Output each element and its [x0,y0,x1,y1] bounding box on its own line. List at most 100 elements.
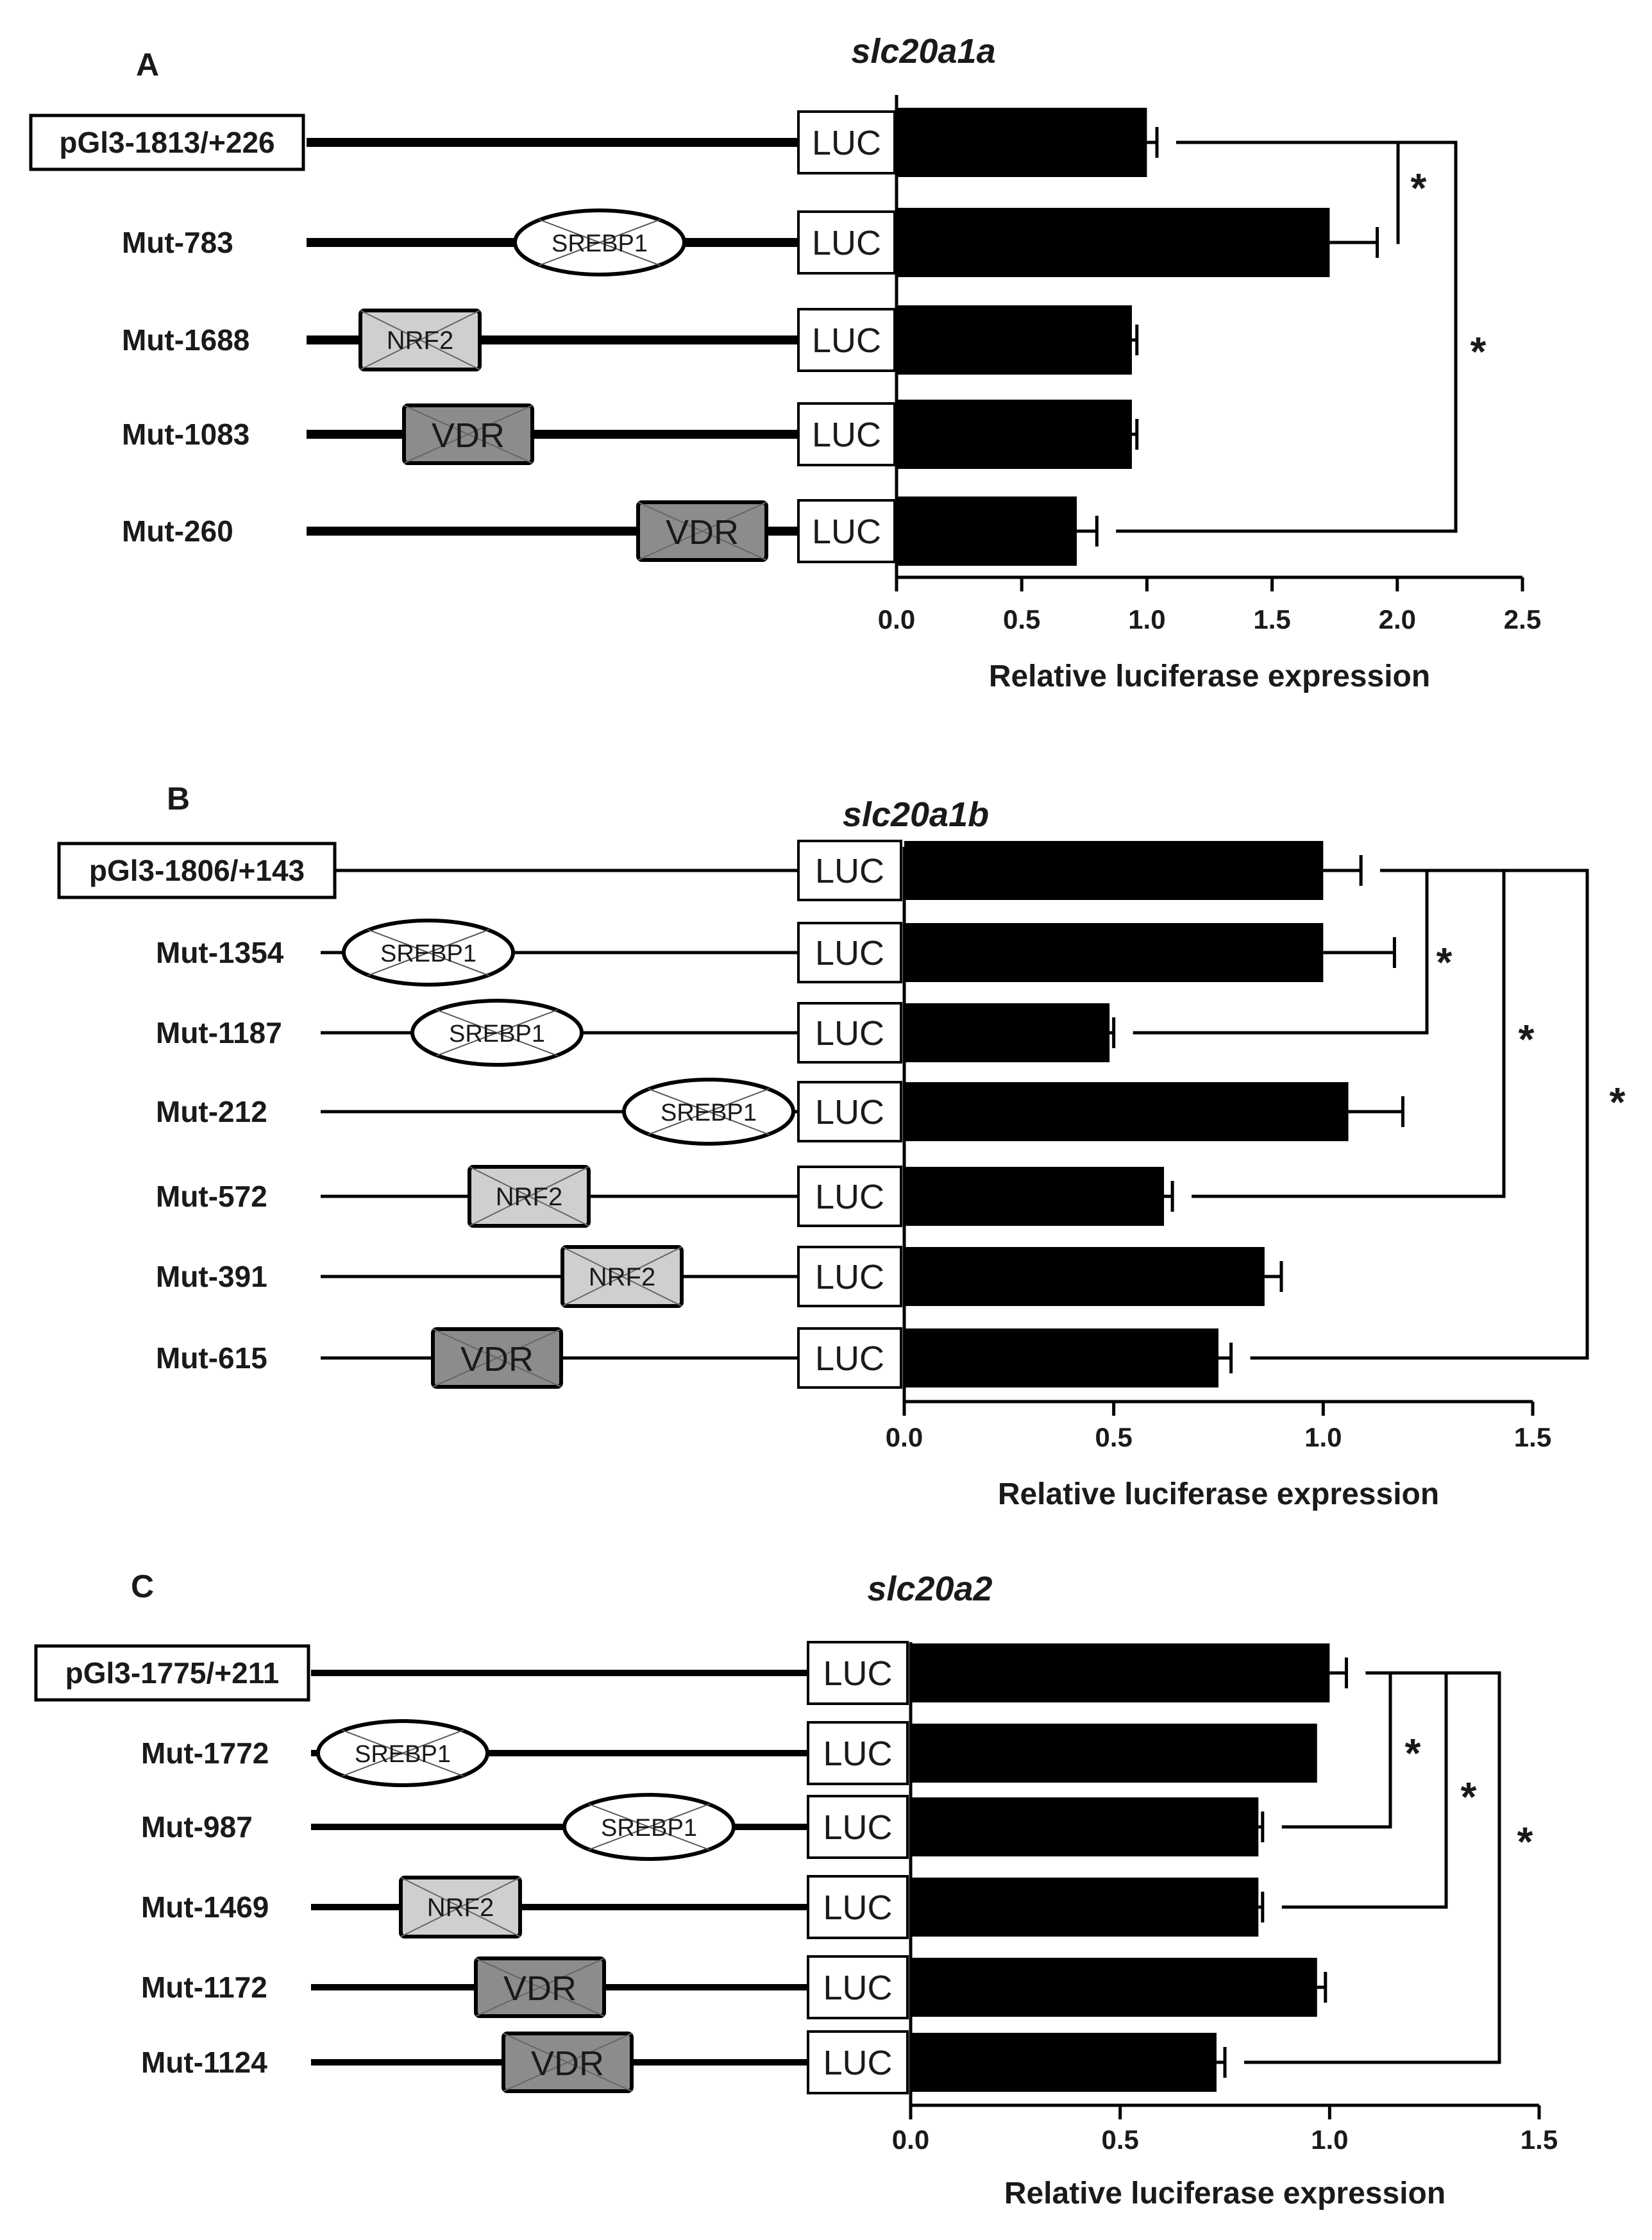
motif-label: NRF2 [387,327,453,355]
significance-star: * [1471,328,1487,375]
luc-box [807,1795,909,1859]
motif-label: SREBP1 [601,1815,697,1842]
x-tick-label: 0.0 [892,2125,929,2155]
luc-label: LUC [815,934,884,972]
significance-bracket: * [1250,869,1626,1360]
mutation-cross [360,310,480,370]
motif-label: NRF2 [589,1263,655,1291]
bracket-line [1116,140,1458,533]
mutation-cross [475,1958,605,2017]
motif-nrf2: NRF2 [468,1165,591,1228]
luc-label: LUC [812,513,881,551]
x-tick-label: 0.5 [1101,2125,1138,2155]
construct-row: Mut-1354 SREBP1 LUC [156,919,1396,987]
luc-box [797,1081,902,1142]
luc-label: LUC [815,852,884,890]
construct-label: Mut-1354 [156,936,284,969]
x-tick-label: 1.5 [1514,1422,1551,1452]
significance-bracket: * [1244,1671,1533,2064]
bar [911,1958,1317,2017]
motif-label: SREBP1 [380,940,476,967]
bar [911,1797,1259,1856]
mutation-cross [341,1729,464,1777]
luc-label: LUC [815,1339,884,1378]
construct-row: Mut-1469 NRF2 LUC [141,1875,1265,1939]
motif-vdr: VDR [402,403,534,465]
bar [897,108,1147,177]
motif-srebp1: SREBP1 [342,919,515,987]
motif-label: VDR [531,2044,604,2083]
luc-label: LUC [812,224,881,262]
motif-label: VDR [432,416,505,455]
x-tick-label: 1.5 [1521,2125,1558,2155]
luc-label: LUC [815,1178,884,1216]
luc-label: LUC [823,1808,892,1847]
construct-row: Mut-615 VDR LUC [156,1327,1233,1389]
construct-row: Mut-1083 VDR LUC [122,400,1139,469]
motif-vdr: VDR [636,500,768,562]
motif-label: SREBP1 [449,1021,545,1048]
motif-label: SREBP1 [661,1099,757,1126]
significance-bracket: * [1281,1671,1477,1909]
mutation-cross [647,1088,770,1135]
motif-label: NRF2 [427,1894,494,1922]
construct-row: Mut-1124 VDR LUC [141,2030,1227,2094]
bracket-line [1281,1671,1448,1909]
mutation-cross [562,1246,682,1307]
motif-label: NRF2 [496,1183,562,1211]
motif-label: SREBP1 [355,1741,451,1768]
wildtype-label-box [57,842,337,899]
panel-letter: A [136,47,159,83]
bar [904,1082,1349,1141]
construct-row: Mut-987 SREBP1 LUC [141,1793,1265,1861]
motif-label: VDR [503,1969,577,2008]
luc-box [807,1721,909,1785]
luc-label: LUC [815,1258,884,1296]
motif-srebp1: SREBP1 [316,1719,489,1787]
wildtype-label-box [34,1644,310,1702]
mutation-cross [435,1009,559,1056]
x-tick-label: 0.0 [886,1422,923,1452]
construct-row: Mut-1688 NRF2 LUC [122,305,1139,375]
construct-label: Mut-1172 [141,1971,267,2004]
luc-label: LUC [823,2044,892,2082]
motif-srebp1: SREBP1 [513,208,686,276]
motif-vdr: VDR [501,2032,634,2093]
x-tick-label: 1.0 [1128,604,1165,634]
panel-letter: C [131,1568,154,1604]
luc-box [797,840,902,901]
luc-box [797,499,896,563]
luc-box [797,1246,902,1307]
motif-srebp1: SREBP1 [622,1078,795,1146]
motif-vdr: VDR [431,1327,563,1389]
luc-label: LUC [815,1014,884,1053]
construct-label: Mut-1124 [141,2046,267,2079]
construct-row: pGl3-1806/+143 LUC [57,840,1363,901]
construct-label: Mut-1469 [141,1890,269,1924]
x-axis-label: Relative luciferase expression [1004,2176,1446,2210]
construct-row: Mut-1772 SREBP1 LUC [141,1719,1317,1787]
motif-vdr: VDR [474,1956,606,2018]
mutation-cross [432,1328,562,1387]
panel-title: slc20a2 [867,1570,992,1608]
luc-box [797,1002,902,1064]
mutation-cross [637,502,767,561]
construct-label: Mut-987 [141,1810,253,1844]
mutation-cross [538,219,661,266]
luc-label: LUC [812,416,881,454]
x-tick-label: 2.0 [1379,604,1416,634]
bracket-line [1250,869,1589,1360]
x-axis-label: Relative luciferase expression [998,1477,1439,1511]
construct-label: pGl3-1813/+226 [59,126,274,159]
construct-row: Mut-391 NRF2 LUC [156,1245,1283,1308]
x-tick-label: 0.0 [878,604,915,634]
bracket-line [1244,1671,1501,2064]
luc-label: LUC [815,1093,884,1132]
construct-label: pGl3-1775/+211 [65,1656,280,1690]
construct-label: Mut-615 [156,1341,267,1375]
bar [897,208,1330,277]
construct-row: pGl3-1775/+211 LUC [34,1641,1348,1705]
